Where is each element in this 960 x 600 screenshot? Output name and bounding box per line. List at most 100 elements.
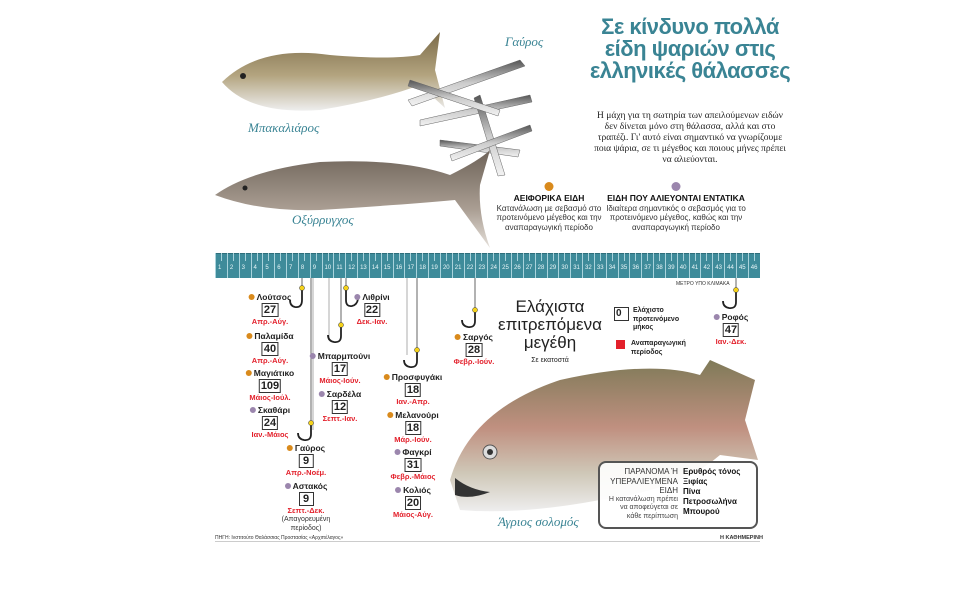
- category-title: ΑΕΙΦΟΡΙΚΑ ΕΙΔΗ: [513, 193, 585, 203]
- breeding-period: Ιαν.-Δεκ.: [715, 337, 747, 346]
- ruler-tick: 2: [226, 253, 239, 278]
- ruler-tick: 15: [380, 253, 393, 278]
- min-size-box: 22: [363, 303, 381, 317]
- fish-name-row: Ροφός: [713, 312, 748, 323]
- legend-period-label: Αναπαραγωγική περίοδος: [631, 340, 686, 356]
- ruler-tick: 33: [593, 253, 606, 278]
- fish-name: Προσφυγάκι: [391, 372, 443, 382]
- fish-entry: Σαρδέλα 12 Σεπτ.-Ιαν.: [318, 389, 362, 424]
- breeding-period: Μάιος-Αύγ.: [393, 510, 433, 519]
- breeding-period: Ιαν.-Μάιος: [251, 430, 289, 439]
- ruler-tick: 37: [641, 253, 653, 278]
- category-text: Ιδιαίτερα σημαντικός ο σεβασμός για το π…: [606, 203, 746, 232]
- ruler-tick: 3: [238, 253, 251, 278]
- ruler-tick: 8: [297, 253, 310, 278]
- fish-name: Μελανούρι: [395, 410, 439, 420]
- fish-name: Αστακός: [292, 481, 328, 491]
- ruler-tick: 42: [700, 253, 712, 278]
- ruler-tick: 21: [451, 253, 464, 278]
- min-size-box: 18: [404, 383, 422, 397]
- min-size-box: 12: [331, 400, 349, 414]
- ruler-tick: 16: [392, 253, 405, 278]
- brand-logo: Η ΚΑΘΗΜΕΡΙΝΗ: [720, 535, 763, 541]
- category-sustainable: ΑΕΙΦΟΡΙΚΑ ΕΙΔΗ Κατανάλωση με σεβασμό στο…: [474, 182, 624, 232]
- fish-name-row: Σαρδέλα: [318, 389, 362, 400]
- min-size-box: 31: [404, 458, 422, 472]
- illegal-text: Η κατανάλωση πρέπει να αποφεύγεται σε κά…: [608, 495, 678, 520]
- red-square-icon: [616, 340, 625, 349]
- ruler-tick: 14: [368, 253, 381, 278]
- illegal-species: Πίνα: [683, 487, 701, 496]
- category-dot-icon: [395, 487, 402, 493]
- category-dot-icon: [354, 294, 361, 300]
- breeding-period: Απρ.-Αύγ.: [251, 317, 289, 326]
- illegal-species: Πετροσωλήνα: [683, 497, 737, 506]
- ruler-tick: 27: [522, 253, 535, 278]
- ruler: 1 2 3 4 5 6 7 8 9 10 11 12 13 14 15 16 17 18 19 20 21 22 23 24 2…: [215, 253, 760, 278]
- ruler-tick: 38: [653, 253, 665, 278]
- fish-name: Λούτσος: [256, 292, 292, 302]
- fish-name: Φαγκρί: [402, 447, 432, 457]
- fish-name-row: Μαγιάτικο: [245, 368, 295, 379]
- fish-entry: Σκαθάρι 24 Ιαν.-Μάιος: [249, 405, 291, 440]
- ruler-tick: 23: [475, 253, 487, 278]
- legend-box-sample: 0: [614, 307, 629, 321]
- min-sizes-subtitle: Σε εκατοστά: [531, 357, 569, 364]
- ruler-tick: 17: [404, 253, 416, 278]
- min-size-box: 20: [404, 496, 422, 510]
- breeding-period: Δεκ.-Ιαν.: [356, 317, 388, 326]
- category-dot-icon: [249, 407, 256, 413]
- ruler-tick: 46: [747, 253, 760, 278]
- fish-name: Λιθρίνι: [362, 292, 390, 302]
- breeding-period: Απρ.-Νοέμ.: [285, 468, 327, 477]
- category-dot-icon: [713, 314, 720, 320]
- sturgeon-label: Οξύρρυγχος: [292, 212, 354, 227]
- fish-name-row: Παλαμίδα: [246, 331, 294, 342]
- min-size-box: 9: [298, 492, 314, 506]
- category-dot-icon: [394, 449, 401, 455]
- hook-eye-dots: [299, 285, 739, 426]
- ruler-tick: 20: [439, 253, 452, 278]
- footer-divider: [215, 541, 760, 542]
- cod-photo: [222, 32, 445, 111]
- fish-entry: Σαργός 28 Φεβρ.-Ιούν.: [454, 332, 495, 367]
- ruler-tick: 4: [250, 253, 263, 278]
- fish-entry: Κολιός 20 Μάιος-Αύγ.: [393, 485, 433, 520]
- breeding-period: Σεπτ.-Ιαν.: [322, 414, 358, 423]
- min-size-box: 28: [465, 343, 483, 357]
- category-title: ΕΙΔΗ ΠΟΥ ΑΛΙΕΥΟΝΤΑΙ ΕΝΤΑΤΙΚΑ: [607, 193, 745, 203]
- ruler-tick: 35: [617, 253, 630, 278]
- min-sizes-title: Ελάχιστα επιτρεπόμενα μεγέθη: [498, 297, 602, 352]
- ruler-tick: 45: [735, 253, 748, 278]
- category-dot-icon: [284, 483, 291, 489]
- ruler-tick: 12: [345, 253, 357, 278]
- breeding-period: Απρ.-Αύγ.: [251, 356, 289, 365]
- category-intensive: ΕΙΔΗ ΠΟΥ ΑΛΙΕΥΟΝΤΑΙ ΕΝΤΑΤΙΚΑ Ιδιαίτερα σ…: [601, 182, 751, 232]
- fish-entry: Γαύρος 9 Απρ.-Νοέμ.: [286, 443, 326, 478]
- fish-name: Μαγιάτικο: [253, 368, 295, 378]
- hook-icons: [289, 278, 737, 442]
- legend-box-label: Ελάχιστο προτεινόμενο μήκος: [633, 307, 680, 331]
- salmon-label: Άγριος σολομός: [498, 514, 579, 529]
- fish-name-row: Μελανούρι: [387, 410, 439, 421]
- legend-min-length: 0 Ελάχιστο προτεινόμενο μήκος: [614, 307, 688, 333]
- fish-name-row: Γαύρος: [286, 443, 326, 454]
- ruler-tick: 44: [724, 253, 736, 278]
- breeding-period: Φεβρ.-Ιούν.: [453, 357, 495, 366]
- fish-name: Σκαθάρι: [257, 405, 291, 415]
- ruler-tick: 40: [676, 253, 689, 278]
- min-size-box: 9: [298, 454, 314, 468]
- category-text: Κατανάλωση με σεβασμό στο προτεινόμενο μ…: [496, 203, 602, 232]
- ruler-tick: 24: [487, 253, 499, 278]
- category-dot-icon: [286, 445, 293, 451]
- category-dot-icon: [245, 370, 252, 376]
- ruler-tick: 5: [262, 253, 274, 278]
- ruler-tick: 10: [321, 253, 334, 278]
- ruler-tick: 6: [274, 253, 286, 278]
- category-dot-icon: [248, 294, 255, 300]
- fish-name: Σαρδέλα: [326, 389, 362, 399]
- scale-note: ΜΕΤΡΟ ΥΠΟ ΚΛΙΜΑΚΑ: [676, 281, 730, 287]
- min-size-box: 27: [261, 303, 279, 317]
- illegal-species-box: ΠΑΡΑΝΟΜΑ Ή ΥΠΕΡΑΛΙΕΥΜΕΝΑ ΕΙΔΗ Η κατανάλωσ…: [598, 461, 758, 529]
